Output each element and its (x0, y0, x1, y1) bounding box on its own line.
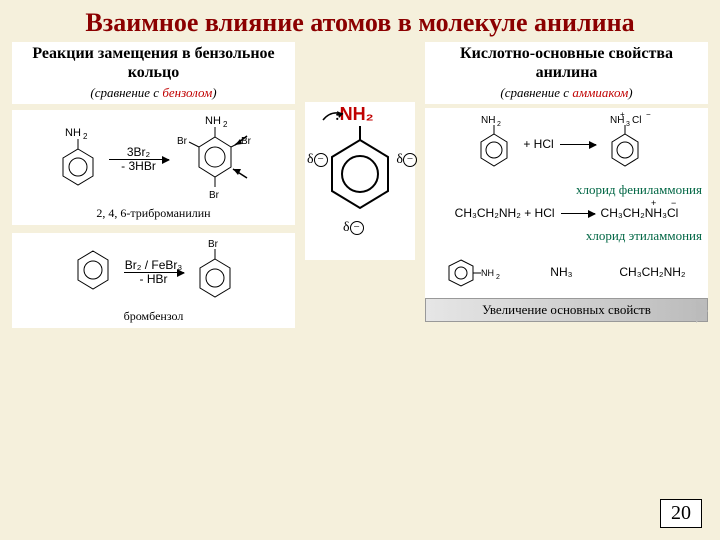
left-heading: Реакции замещения в бензольное кольцо (12, 42, 295, 84)
minus-icon: − (403, 153, 417, 167)
svg-text:Br: Br (241, 136, 252, 147)
svg-text:2: 2 (497, 121, 501, 128)
reaction-1: NH2 3Br₂ - 3HBr NH2 Br Br (12, 110, 295, 225)
svg-text:Br: Br (209, 190, 220, 201)
svg-text:−: − (646, 112, 651, 119)
svg-text:2: 2 (496, 274, 500, 281)
reagent1-top: 3Br₂ (127, 146, 150, 159)
ethylamine-rhs-text: CH₃CH₂NH₃Cl (601, 206, 679, 220)
basicity-series: NH2 NH₃ CH₃CH₂NH₂ (425, 246, 708, 298)
delta-label: δ (396, 152, 403, 167)
product1-label: 2, 4, 6-триброманилин (16, 206, 291, 221)
ethylamine-lhs: CH₃CH₂NH₂ + HCl (455, 206, 555, 220)
svg-text:NH: NH (481, 268, 494, 278)
right-column: Кислотно-основные свойства анилина (срав… (425, 42, 708, 328)
hcl-label: + HCl (523, 137, 553, 151)
aniline-structure-2: NH2 (471, 112, 517, 176)
arrow-icon (560, 144, 596, 145)
left-sub-keyword: бензолом (162, 85, 212, 100)
arrow-icon (561, 213, 595, 214)
main-title: Взаимное влияние атомов в молекуле анили… (0, 0, 720, 42)
reaction1-arrow-block: 3Br₂ - 3HBr (109, 146, 169, 173)
left-sub-suffix: ) (212, 85, 216, 100)
right-sub-prefix: (сравнение с (500, 85, 572, 100)
phenylammonium-label: хлорид фениламмония (425, 180, 708, 200)
svg-text:NH: NH (65, 127, 81, 139)
arrow-icon (109, 159, 169, 160)
ethylamine-rhs: CH₃CH₂NH₃Cl + − (601, 206, 679, 220)
reaction-3: NH2 + HCl NH 3Cl + − (425, 108, 708, 180)
basicity-item3: CH₃CH₂NH₂ (619, 265, 685, 279)
right-subheading: (сравнение с аммиаком) (425, 84, 708, 104)
ethylammonium-label: хлорид этиламмония (425, 226, 708, 246)
svg-text:3: 3 (626, 121, 630, 128)
svg-text:Cl: Cl (632, 115, 641, 126)
arrow-icon (124, 272, 184, 273)
left-subheading: (сравнение с бензолом) (12, 84, 295, 104)
phenylammonium-structure: NH3Cl +− (602, 112, 662, 176)
bromobenzene-structure: Br (190, 237, 240, 307)
left-sub-prefix: (сравнение с (90, 85, 162, 100)
basicity-arrow-bar: Увеличение основных свойств (425, 298, 708, 322)
reagent1-bottom: - 3HBr (121, 160, 156, 173)
reaction2-arrow-block: Br₂ / FeBr₃ - HBr (124, 259, 184, 286)
aniline-structure: NH2 (53, 124, 103, 194)
svg-text:+: + (620, 112, 625, 119)
svg-text:2: 2 (223, 120, 228, 129)
resonance-arrow-icon (319, 106, 349, 126)
reaction-2: Br₂ / FeBr₃ - HBr Br бромбензол (12, 233, 295, 328)
left-column: Реакции замещения в бензольное кольцо (с… (12, 42, 295, 328)
right-sub-suffix: ) (628, 85, 632, 100)
benzene-structure (68, 245, 118, 300)
aniline-small-structure: NH2 (447, 252, 503, 292)
delta-label: δ (307, 152, 314, 167)
page-number: 20 (660, 499, 702, 528)
center-resonance: :NH₂ δ− δ− δ− (305, 42, 415, 328)
minus-icon: − (350, 221, 364, 235)
basicity-item2: NH₃ (550, 265, 572, 279)
svg-text:NH: NH (481, 115, 495, 126)
reagent2-bottom: - HBr (140, 273, 168, 286)
delta-label: δ (343, 220, 350, 235)
reagent2-top: Br₂ / FeBr₃ (125, 259, 183, 272)
svg-text:2: 2 (83, 132, 88, 141)
svg-text:Br: Br (208, 239, 219, 250)
svg-text:NH: NH (205, 115, 221, 127)
product2-label: бромбензол (16, 309, 291, 324)
tribromoaniline-structure: NH2 Br Br Br (175, 114, 255, 204)
svg-text:Br: Br (177, 136, 188, 147)
right-heading: Кислотно-основные свойства анилина (425, 42, 708, 84)
right-sub-keyword: аммиаком (572, 85, 628, 100)
reaction-4: CH₃CH₂NH₂ + HCl CH₃CH₂NH₃Cl + − (425, 200, 708, 226)
minus-icon: − (314, 153, 328, 167)
